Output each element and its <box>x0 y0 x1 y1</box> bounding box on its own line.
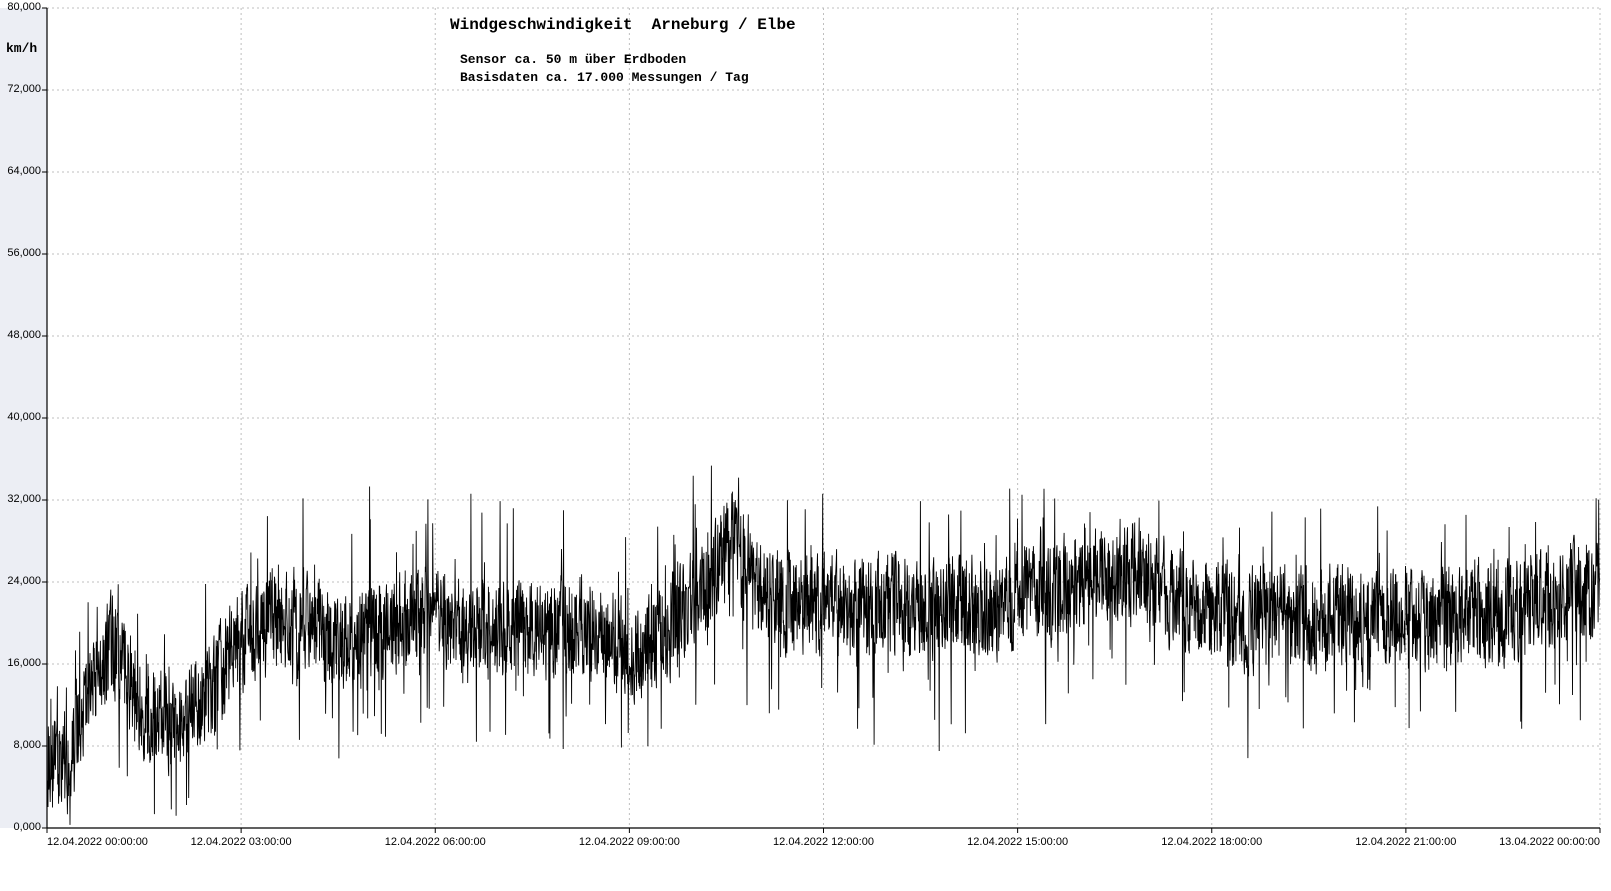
y-tick-label: 56,000 <box>7 247 41 259</box>
y-tick-label: 8,000 <box>13 739 41 751</box>
x-tick-label: 12.04.2022 12:00:00 <box>764 836 884 848</box>
x-tick-label: 12.04.2022 06:00:00 <box>375 836 495 848</box>
y-tick-label: 16,000 <box>7 657 41 669</box>
x-tick-label: 12.04.2022 03:00:00 <box>181 836 301 848</box>
x-tick-label: 12.04.2022 21:00:00 <box>1346 836 1466 848</box>
chart-title: Windgeschwindigkeit Arneburg / Elbe <box>450 16 796 34</box>
y-tick-label: 40,000 <box>7 411 41 423</box>
y-tick-label: 48,000 <box>7 329 41 341</box>
chart-container: Windgeschwindigkeit Arneburg / Elbe Sens… <box>0 0 1611 891</box>
y-tick-label: 24,000 <box>7 575 41 587</box>
y-tick-label: 72,000 <box>7 83 41 95</box>
chart-subtitle-1: Sensor ca. 50 m über Erdboden <box>460 52 686 67</box>
x-tick-label: 12.04.2022 09:00:00 <box>569 836 689 848</box>
x-tick-label: 12.04.2022 18:00:00 <box>1152 836 1272 848</box>
y-tick-label: 80,000 <box>7 1 41 13</box>
y-tick-label: 32,000 <box>7 493 41 505</box>
tick-marks <box>42 8 1600 833</box>
chart-subtitle-2: Basisdaten ca. 17.000 Messungen / Tag <box>460 70 749 85</box>
chart-background-svg <box>0 0 1611 891</box>
y-unit-label: km/h <box>6 41 37 56</box>
x-tick-label: 13.04.2022 00:00:00 <box>1480 836 1600 848</box>
x-tick-label: 12.04.2022 00:00:00 <box>47 836 167 848</box>
y-tick-label: 64,000 <box>7 165 41 177</box>
gridlines <box>47 8 1600 828</box>
y-tick-label: 0,000 <box>13 821 41 833</box>
x-tick-label: 12.04.2022 15:00:00 <box>958 836 1078 848</box>
